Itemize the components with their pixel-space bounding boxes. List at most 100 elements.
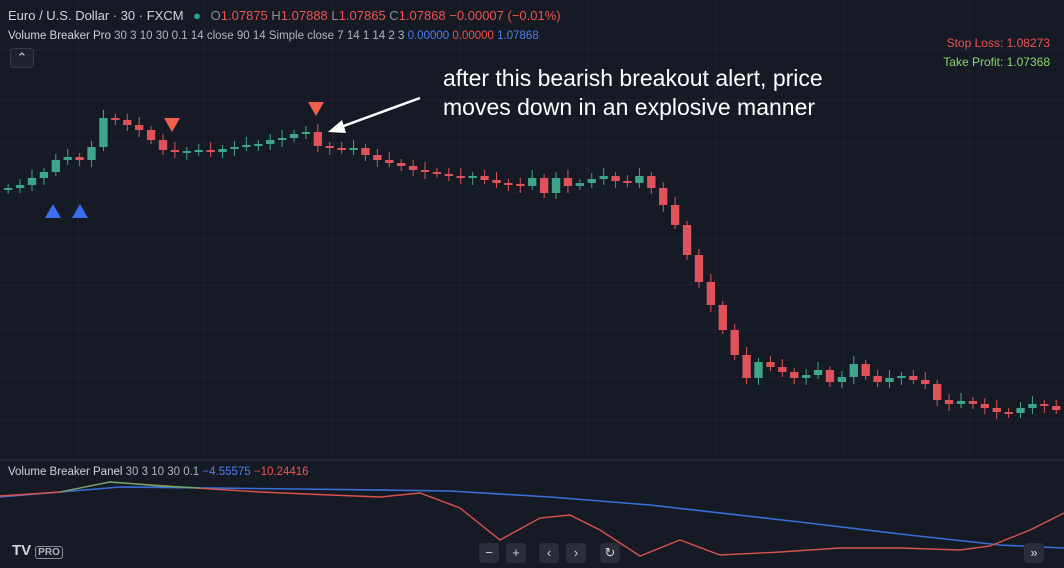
candle-body	[170, 150, 180, 152]
scroll-left-button[interactable]: ‹	[539, 543, 559, 563]
candle-body	[730, 330, 739, 355]
candle-body	[111, 118, 120, 120]
candle-body	[1040, 404, 1049, 406]
candle-body	[123, 120, 132, 125]
candle-body	[301, 132, 311, 134]
candle-body	[4, 188, 13, 190]
annotation-arrow	[337, 96, 421, 130]
candle-body	[1052, 406, 1061, 410]
panel-name: Volume Breaker Panel	[8, 466, 123, 478]
candle-body	[921, 380, 930, 384]
annotation-arrowhead	[328, 120, 346, 133]
candle-body	[385, 160, 394, 163]
indicator-legend: Volume Breaker Pro 30 3 10 30 0.1 14 clo…	[8, 30, 539, 42]
logo-badge: PRO	[35, 546, 63, 559]
candle-body	[825, 370, 835, 382]
candle-body	[432, 172, 442, 174]
candle-body	[337, 148, 346, 150]
candle-body	[361, 148, 370, 155]
zoom-out-button[interactable]: −	[479, 543, 499, 563]
candle-body	[146, 130, 156, 140]
panel-legend: Volume Breaker Panel 30 3 10 30 0.1 −4.5…	[8, 466, 309, 478]
candle-body	[408, 166, 418, 170]
candle-body	[1004, 412, 1013, 414]
candle-body	[778, 367, 787, 372]
candle-body	[670, 205, 680, 225]
candle-body	[944, 400, 954, 404]
candle-body	[480, 176, 489, 180]
collapse-button[interactable]: ⌃	[10, 48, 34, 68]
candle-body	[754, 362, 763, 378]
candle-body	[575, 183, 585, 186]
scroll-right-button[interactable]: ›	[566, 543, 586, 563]
candle-body	[504, 183, 513, 185]
candle-body	[15, 185, 25, 188]
jump-end-button[interactable]: »	[1024, 543, 1044, 563]
indicator-value: 1.07868	[497, 30, 539, 42]
candle-body	[1028, 404, 1037, 408]
ohlc-value: 1.07875	[220, 8, 268, 23]
candle-body	[242, 145, 251, 147]
bullish-signal	[72, 204, 88, 218]
reset-button[interactable]: ↻	[600, 543, 620, 563]
candle-body	[456, 176, 465, 178]
candle-body	[182, 151, 191, 153]
ohlc-label: O	[210, 8, 221, 23]
candle-body	[635, 176, 644, 183]
candle-body	[897, 376, 906, 378]
candle-body	[39, 172, 49, 178]
oscillator-line	[0, 481, 1064, 557]
panel-params: 30 3 10 30 0.1	[125, 466, 200, 478]
candle-body	[682, 225, 692, 255]
candle-body	[563, 178, 573, 186]
candle-body	[623, 181, 632, 183]
candle-body	[980, 404, 989, 408]
stop-loss: Stop Loss: 1.08273	[946, 36, 1050, 50]
annotation-line: after this bearish breakout alert, price	[443, 65, 823, 91]
candle-body	[766, 362, 775, 367]
candle-body	[254, 144, 263, 146]
candle-body	[659, 188, 668, 205]
ohlc-label: L	[331, 8, 339, 23]
candle-body	[909, 376, 918, 380]
candle-body	[158, 140, 168, 150]
candle-body	[813, 370, 823, 375]
candle-body	[75, 157, 84, 160]
panel-value: −4.55575	[202, 466, 251, 478]
candle-body	[373, 155, 382, 160]
candle-body	[873, 376, 882, 382]
candle-body	[135, 125, 144, 130]
ohlc-value: 1.07888	[280, 8, 328, 23]
candle-body	[218, 149, 227, 152]
candle-body	[325, 146, 334, 148]
candle-body	[694, 255, 704, 282]
candle-body	[444, 174, 454, 176]
candle-body	[277, 138, 287, 140]
bullish-signal	[45, 204, 61, 218]
candle-body	[206, 150, 215, 152]
ohlc-value: 1.07868	[398, 8, 446, 23]
candle-body	[611, 176, 620, 181]
indicator-params: 30 3 10 30 0.1 14 close 90 14 Simple clo…	[114, 30, 405, 42]
candle-body	[968, 401, 978, 404]
indicator-name: Volume Breaker Pro	[8, 30, 111, 42]
oscillator-line	[59, 481, 201, 493]
candle-body	[1016, 408, 1025, 413]
candle-body	[599, 176, 608, 179]
candle-body	[551, 178, 561, 193]
candle-body	[932, 384, 942, 400]
candle-body	[420, 170, 430, 172]
indicator-value: 0.00000	[407, 30, 450, 42]
candle-body	[99, 118, 108, 147]
candle-body	[27, 178, 37, 185]
logo: TV PRO	[12, 542, 63, 559]
annotation: after this bearish breakout alert, price…	[443, 64, 823, 122]
zoom-in-button[interactable]: +	[506, 543, 526, 563]
candle-body	[861, 364, 870, 376]
candle-body	[313, 132, 322, 146]
bearish-signal	[308, 102, 324, 116]
oscillator-line	[0, 486, 1064, 549]
candle-body	[647, 176, 656, 188]
